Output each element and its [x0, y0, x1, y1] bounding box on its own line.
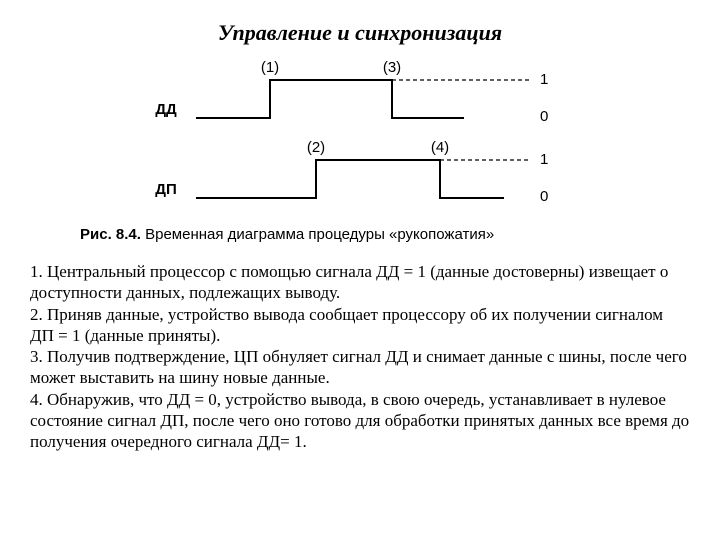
timing-diagram-container: ДД 1 0 (1) (3) ДП 1 0 (2) (4) [30, 58, 690, 218]
paragraph-3: 3. Получив подтверждение, ЦП обнуляет си… [30, 346, 690, 389]
edge-marker: (4) [431, 139, 449, 156]
level-zero: 0 [540, 108, 548, 125]
figure-label: Рис. 8.4. [80, 226, 141, 243]
level-zero: 0 [540, 188, 548, 205]
edge-marker: (1) [261, 59, 279, 76]
timing-diagram: ДД 1 0 (1) (3) ДП 1 0 (2) (4) [140, 58, 580, 218]
waveform [196, 160, 504, 198]
paragraph-4: 4. Обнаружив, что ДД = 0, устройство выв… [30, 389, 690, 453]
page-title: Управление и синхронизация [30, 20, 690, 46]
paragraph-2: 2. Приняв данные, устройство вывода сооб… [30, 304, 690, 347]
signal-label: ДД [155, 101, 177, 118]
level-one: 1 [540, 71, 548, 88]
edge-marker: (2) [307, 139, 325, 156]
level-one: 1 [540, 151, 548, 168]
paragraph-1: 1. Центральный процессор с помощью сигна… [30, 261, 690, 304]
description-text: 1. Центральный процессор с помощью сигна… [30, 261, 690, 452]
figure-caption-text: Временная диаграмма процедуры «рукопожат… [145, 226, 494, 243]
signal-label: ДП [155, 181, 176, 198]
figure-caption: Рис. 8.4. Временная диаграмма процедуры … [80, 226, 690, 243]
edge-marker: (3) [383, 59, 401, 76]
waveform [196, 80, 464, 118]
